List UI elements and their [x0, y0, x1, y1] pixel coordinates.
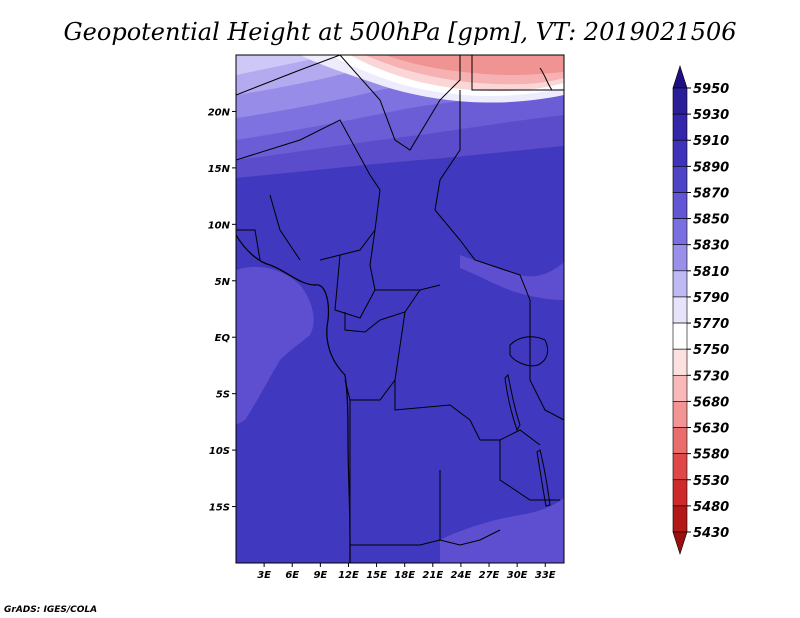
- colorbar-label: 5830: [693, 239, 729, 254]
- height-field-5770: [236, 55, 450, 95]
- height-field-5870-west: [236, 266, 314, 425]
- east-coast: [539, 67, 553, 91]
- lake-tanganyika: [504, 373, 521, 432]
- coastline: [236, 234, 351, 563]
- colorbar-label: 5810: [693, 265, 729, 280]
- lon-tick-label: 21E: [422, 570, 443, 581]
- colorbar-label: 5850: [693, 213, 729, 228]
- lake-malawi: [536, 449, 551, 507]
- colorbar: 5950 5930 5910 5890 5870 5850 5830 5810 5790 5770…: [672, 65, 729, 555]
- colorbar-swatch: [672, 322, 688, 350]
- colorbar-swatch: [672, 244, 688, 272]
- colorbar-label: 5430: [693, 526, 729, 541]
- colorbar-swatch: [672, 479, 688, 507]
- colorbar-swatch: [672, 218, 688, 246]
- colorbar-swatch: [672, 87, 688, 115]
- colorbar-swatch: [672, 139, 688, 167]
- height-field-5870-east: [460, 255, 564, 300]
- colorbar-label: 5870: [693, 186, 729, 201]
- map-frame: [235, 54, 565, 564]
- colorbar-swatch: [672, 401, 688, 428]
- lat-tick-label: 15N: [208, 164, 231, 175]
- chart-title: Geopotential Height at 500hPa [gpm], VT:…: [64, 18, 737, 46]
- lat-tick-label: 5S: [216, 390, 230, 401]
- height-field-5580: [385, 55, 564, 75]
- colorbar-label: 5580: [693, 448, 729, 463]
- colorbar-swatch: [672, 296, 688, 324]
- lon-tick-label: 24E: [451, 570, 472, 581]
- country-borders: [236, 55, 564, 546]
- colorbar-label: 5730: [693, 369, 729, 384]
- colorbar-swatch: [672, 374, 688, 402]
- lat-tick-label: 20N: [208, 107, 231, 118]
- lon-tick-label: 3E: [257, 570, 271, 581]
- lon-tick-label: 30E: [507, 570, 528, 581]
- colorbar-arrow-top: [672, 65, 688, 89]
- lat-tick-label: 10S: [209, 446, 230, 457]
- colorbar-label: 5750: [693, 343, 729, 358]
- colorbar-arrow-bottom: [672, 531, 688, 555]
- colorbar-swatch: [672, 427, 688, 454]
- colorbar-swatch: [672, 113, 688, 141]
- lon-tick-label: 12E: [338, 570, 359, 581]
- colorbar-swatch: [672, 166, 688, 193]
- colorbar-label: 5630: [693, 422, 729, 437]
- colorbar-label: 5930: [693, 108, 729, 123]
- colorbar-label: 5950: [693, 82, 729, 97]
- colorbar-label: 5480: [693, 500, 729, 515]
- colorbar-swatch: [672, 453, 688, 481]
- lon-tick-label: 18E: [394, 570, 415, 581]
- lon-tick-label: 9E: [313, 570, 327, 581]
- lat-tick-label: 10N: [208, 220, 231, 231]
- lon-tick-label: 15E: [366, 570, 387, 581]
- lat-tick-label: 15S: [209, 503, 230, 514]
- colorbar-swatch: [672, 505, 688, 533]
- colorbar-label: 5680: [693, 395, 729, 410]
- height-field-5870-south: [440, 498, 564, 563]
- lat-axis: 20N 15N 10N 5N EQ 5S 10S 15S: [208, 107, 236, 514]
- colorbar-swatch: [672, 348, 688, 376]
- lon-tick-label: 27E: [479, 570, 500, 581]
- lon-tick-label: 6E: [285, 570, 299, 581]
- colorbar-label: 5890: [693, 160, 729, 175]
- lat-tick-label: 5N: [215, 277, 231, 288]
- lon-tick-label: 33E: [535, 570, 556, 581]
- lake-victoria: [509, 336, 549, 367]
- lon-axis: 3E 6E 9E 12E 15E 18E 21E 24E 27E 30E 33E: [257, 563, 556, 581]
- map-panel: [236, 55, 564, 563]
- lat-tick-label: EQ: [215, 333, 231, 344]
- colorbar-label: 5770: [693, 317, 729, 332]
- colorbar-label: 5530: [693, 474, 729, 489]
- credit-label: GrADS: IGES/COLA: [4, 605, 97, 615]
- colorbar-label: 5910: [693, 134, 729, 149]
- height-field-5750: [236, 55, 330, 75]
- colorbar-swatch: [672, 270, 688, 298]
- colorbar-label: 5790: [693, 291, 729, 306]
- colorbar-swatch: [672, 192, 688, 219]
